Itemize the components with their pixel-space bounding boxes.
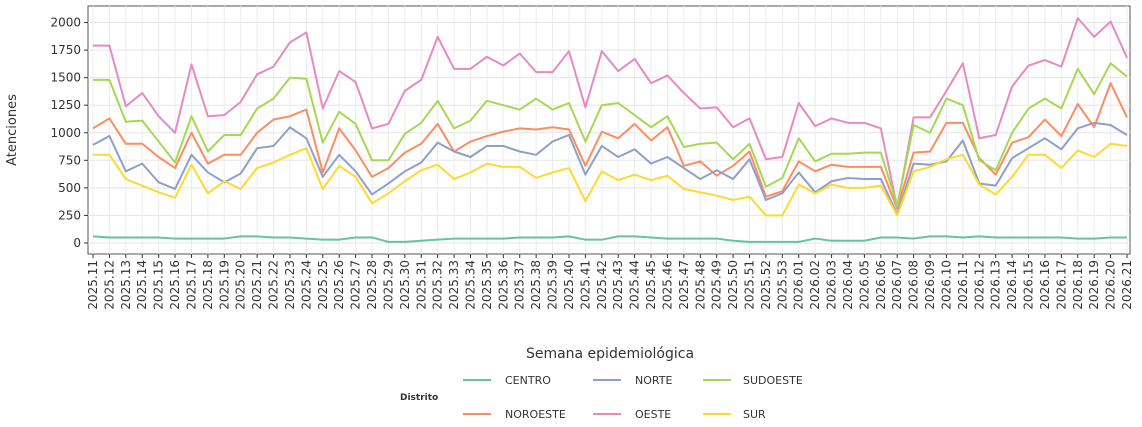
- x-tick-label: 2026.16: [1038, 260, 1052, 310]
- x-tick-label: 2025.15: [152, 260, 166, 310]
- legend-label: SUR: [743, 408, 766, 421]
- x-tick-label: 2025.44: [628, 260, 642, 310]
- y-axis-title: Atenciones: [5, 94, 20, 166]
- x-tick-label: 2025.11: [86, 260, 100, 310]
- x-tick-label: 2026.05: [857, 260, 871, 310]
- y-tick-label: 500: [58, 181, 81, 195]
- x-tick-label: 2025.12: [102, 260, 116, 310]
- x-axis-title: Semana epidemiológica: [526, 346, 694, 362]
- x-tick-label: 2025.23: [283, 260, 297, 310]
- x-tick-label: 2025.47: [677, 260, 691, 310]
- x-tick-label: 2025.14: [135, 260, 149, 310]
- x-tick-label: 2026.15: [1022, 260, 1036, 310]
- x-tick-label: 2025.52: [759, 260, 773, 310]
- y-tick-label: 1500: [50, 71, 81, 85]
- x-tick-label: 2025.16: [168, 260, 182, 310]
- y-tick-label: 0: [73, 236, 81, 250]
- x-tick-label: 2025.43: [611, 260, 625, 310]
- x-tick-label: 2025.35: [480, 260, 494, 310]
- x-tick-label: 2025.19: [217, 260, 231, 310]
- x-tick-label: 2026.13: [989, 260, 1003, 310]
- x-tick-label: 2025.26: [332, 260, 346, 310]
- x-tick-label: 2025.18: [201, 260, 215, 310]
- x-tick-label: 2026.18: [1071, 260, 1085, 310]
- x-tick-label: 2025.46: [660, 260, 674, 310]
- y-tick-label: 250: [58, 208, 81, 222]
- x-tick-label: 2026.11: [956, 260, 970, 310]
- x-tick-label: 2026.01: [792, 260, 806, 310]
- y-tick-label: 1750: [50, 43, 81, 57]
- series-line: [92, 121, 1128, 216]
- x-tick-label: 2025.49: [710, 260, 724, 310]
- x-tick-label: 2025.50: [726, 260, 740, 310]
- y-tick-label: 750: [58, 153, 81, 167]
- series-line: [92, 235, 1127, 243]
- x-tick-label: 2025.13: [119, 260, 133, 310]
- x-tick-label: 2025.34: [463, 260, 477, 310]
- x-tick-label: 2025.28: [365, 260, 379, 310]
- y-tick-label: 1000: [50, 126, 81, 140]
- x-tick-label: 2026.09: [923, 260, 937, 310]
- series-line: [93, 142, 1128, 217]
- x-tick-label: 2025.45: [644, 260, 658, 310]
- x-tick-label: 2025.17: [184, 260, 198, 310]
- x-tick-label: 2025.36: [496, 260, 510, 310]
- x-tick-label: 2025.48: [693, 260, 707, 310]
- legend-label: NORTE: [635, 374, 672, 387]
- y-tick-label: 2000: [50, 16, 81, 30]
- series-line: [93, 62, 1128, 207]
- x-tick-label: 2025.42: [595, 260, 609, 310]
- legend-label: OESTE: [635, 408, 671, 421]
- x-tick-label: 2025.39: [546, 260, 560, 310]
- y-tick-label: 1250: [50, 98, 81, 112]
- x-tick-label: 2026.17: [1054, 260, 1068, 310]
- x-tick-label: 2026.06: [874, 260, 888, 310]
- legend-label: NOROESTE: [505, 408, 566, 421]
- x-tick-label: 2025.29: [381, 260, 395, 310]
- x-tick-label: 2025.40: [562, 260, 576, 310]
- x-tick-label: 2025.51: [743, 260, 757, 310]
- series-line: [93, 17, 1128, 209]
- x-tick-label: 2026.19: [1087, 260, 1101, 310]
- x-tick-label: 2025.53: [775, 260, 789, 310]
- x-tick-label: 2025.21: [250, 260, 264, 310]
- x-tick-label: 2025.31: [414, 260, 428, 310]
- legend-title: Distrito: [400, 393, 438, 403]
- x-tick-label: 2025.20: [234, 260, 248, 310]
- x-tick-label: 2025.38: [529, 260, 543, 310]
- x-tick-label: 2026.14: [1005, 260, 1019, 310]
- x-tick-label: 2025.25: [316, 260, 330, 310]
- x-tick-label: 2026.03: [825, 260, 839, 310]
- x-tick-label: 2025.41: [578, 260, 592, 310]
- x-tick-label: 2025.22: [267, 260, 281, 310]
- x-tick-label: 2025.32: [431, 260, 445, 310]
- x-tick-label: 2025.27: [349, 260, 363, 310]
- x-tick-label: 2025.30: [398, 260, 412, 310]
- legend-label: CENTRO: [505, 374, 551, 387]
- x-tick-label: 2025.33: [447, 260, 461, 310]
- x-tick-label: 2026.10: [939, 260, 953, 310]
- x-tick-label: 2025.24: [299, 260, 313, 310]
- x-tick-label: 2026.04: [841, 260, 855, 310]
- x-tick-label: 2026.21: [1120, 260, 1134, 310]
- x-tick-label: 2026.02: [808, 260, 822, 310]
- legend-label: SUDOESTE: [743, 374, 803, 387]
- x-tick-label: 2026.08: [907, 260, 921, 310]
- x-tick-label: 2026.12: [972, 260, 986, 310]
- x-tick-label: 2025.37: [513, 260, 527, 310]
- x-tick-label: 2026.20: [1104, 260, 1118, 310]
- series-line: [92, 82, 1128, 210]
- x-tick-label: 2026.07: [890, 260, 904, 310]
